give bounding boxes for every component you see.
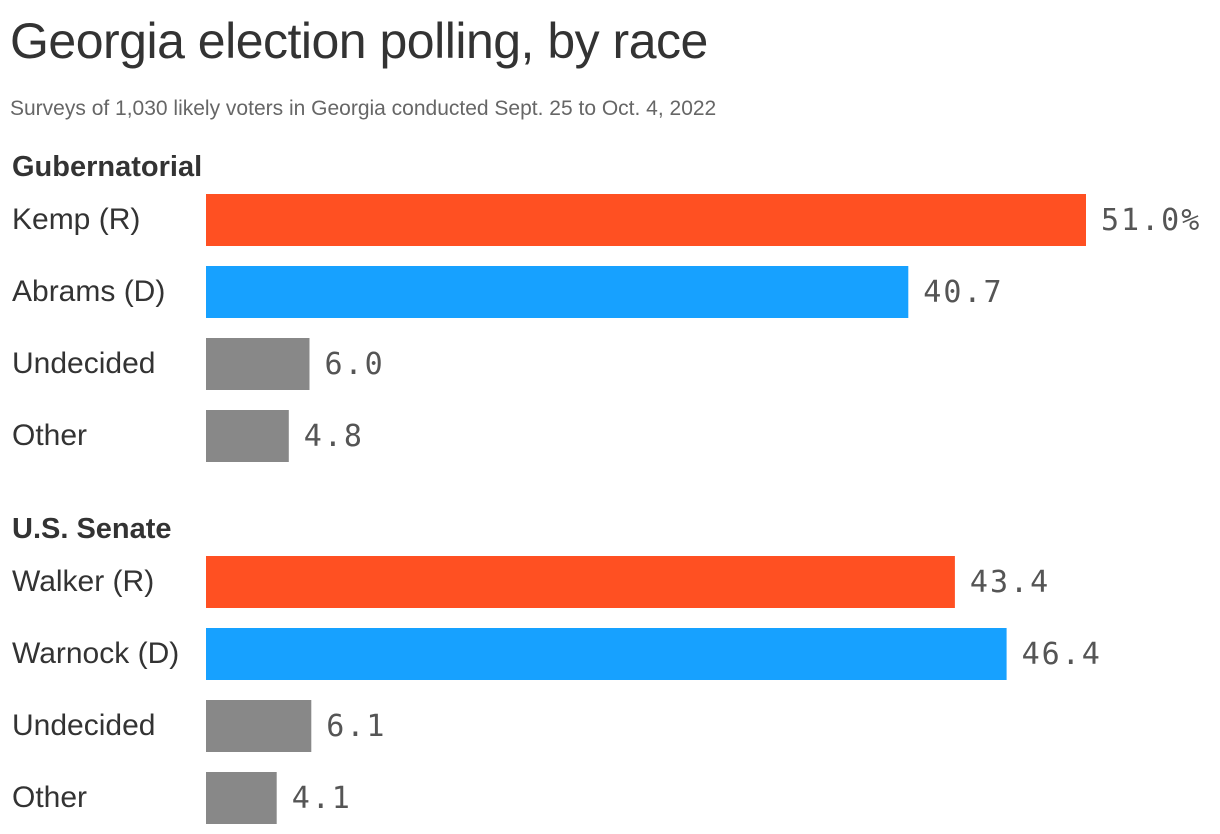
bar	[206, 700, 312, 752]
value-label: 43.4	[970, 565, 1050, 600]
bar	[206, 628, 1007, 680]
chart-title: Georgia election polling, by race	[10, 13, 708, 69]
chart-subtitle: Surveys of 1,030 likely voters in Georgi…	[10, 97, 717, 120]
category-label: Warnock (D)	[12, 637, 179, 670]
value-label: 4.8	[304, 419, 364, 454]
value-label: 4.1	[292, 781, 352, 816]
value-label: 6.0	[325, 347, 385, 382]
group-title: Gubernatorial	[12, 151, 202, 183]
value-label: 40.7	[923, 275, 1003, 310]
bar	[206, 338, 310, 390]
category-label: Abrams (D)	[12, 275, 165, 308]
group-title: U.S. Senate	[12, 513, 172, 545]
category-label: Other	[12, 781, 87, 814]
category-label: Other	[12, 419, 87, 452]
value-label: 6.1	[326, 709, 386, 744]
bar	[206, 266, 909, 318]
value-label: 46.4	[1022, 637, 1102, 672]
bar	[206, 410, 289, 462]
category-label: Kemp (R)	[12, 203, 140, 236]
category-label: Walker (R)	[12, 565, 154, 598]
category-label: Undecided	[12, 347, 155, 380]
bar	[206, 772, 277, 824]
bar	[206, 556, 955, 608]
bar	[206, 194, 1086, 246]
category-label: Undecided	[12, 709, 155, 742]
value-label: 51.0%	[1101, 203, 1201, 238]
